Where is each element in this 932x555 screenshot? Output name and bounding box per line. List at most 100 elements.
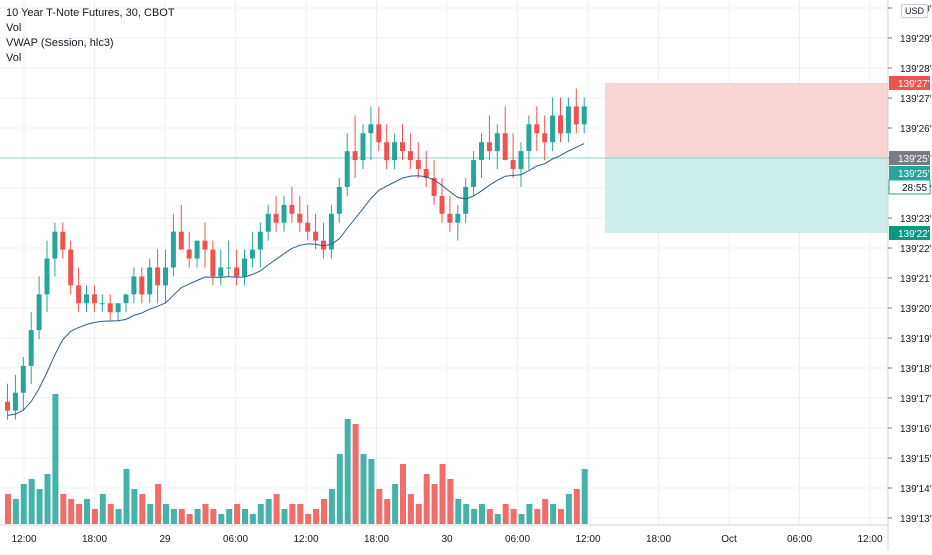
- countdown-label: 28:55: [902, 183, 927, 194]
- candle-body: [573, 106, 579, 125]
- candle-body: [321, 240, 326, 250]
- candle-body: [123, 294, 129, 304]
- volume-bar: [550, 504, 557, 524]
- candle-body: [558, 115, 563, 134]
- time-tick-label: 30: [441, 534, 453, 545]
- candle-body: [257, 231, 263, 250]
- volume-bar: [194, 509, 201, 524]
- candle-body: [5, 401, 10, 411]
- stop-price-tag-bg: [889, 76, 930, 90]
- volume-bar: [68, 499, 75, 524]
- symbol-title[interactable]: 10 Year T-Note Futures, 30, CBOT: [6, 7, 175, 19]
- candle-body: [336, 186, 342, 214]
- volume-bar: [392, 484, 399, 524]
- countdown-bg: [888, 179, 931, 195]
- candle-body: [494, 133, 500, 152]
- price-tick-label: 139'16'0: [900, 424, 932, 435]
- volume-bar: [178, 509, 185, 524]
- vwap-indicator-label[interactable]: VWAP (Session, hlc3): [6, 37, 114, 49]
- candle-body: [226, 267, 232, 269]
- price-tick-label: 139'21'0: [900, 274, 932, 285]
- candle-body: [218, 267, 224, 277]
- candle-body: [194, 240, 200, 259]
- price-tick-label: 139'17'0: [900, 394, 932, 405]
- volume-bar: [573, 489, 580, 524]
- candle-body: [60, 231, 66, 250]
- volume-bar: [265, 499, 272, 524]
- volume-bar: [249, 514, 256, 524]
- price-tick-label: 139'20'0: [900, 304, 932, 315]
- candle-body: [415, 160, 421, 170]
- candle-body: [581, 106, 587, 125]
- candle-body: [20, 365, 26, 393]
- volume-bar: [84, 499, 90, 524]
- candle-body: [534, 124, 540, 134]
- volume-bar: [170, 509, 177, 524]
- volume-bar: [44, 474, 51, 524]
- volume-bar: [479, 504, 485, 524]
- candle-body: [28, 330, 34, 366]
- candle-body: [84, 294, 89, 304]
- current-price-tag: 139'25'0: [898, 154, 932, 165]
- candle-body: [289, 204, 295, 214]
- volume-bar: [139, 494, 146, 524]
- volume-bar: [297, 504, 304, 524]
- candle-body: [147, 267, 153, 295]
- time-tick-label: Oct: [721, 534, 737, 545]
- candle-body: [384, 142, 390, 161]
- currency-badge[interactable]: USD: [900, 4, 928, 18]
- candle-body: [360, 133, 366, 161]
- volume-bar: [581, 469, 588, 524]
- volume-bar: [131, 489, 138, 524]
- volume-bar: [273, 494, 280, 524]
- volume-bar: [447, 479, 454, 524]
- volume-bar: [494, 514, 501, 524]
- volume-bar: [76, 504, 83, 524]
- time-tick-label: 18:00: [646, 534, 671, 545]
- candle-body: [12, 392, 18, 411]
- volume-bar: [210, 509, 217, 524]
- candle-body: [526, 124, 532, 152]
- candle-body: [76, 285, 82, 304]
- volume-bar: [186, 514, 193, 524]
- candle-body: [455, 213, 461, 223]
- volume-bar: [400, 464, 406, 524]
- volume-bar: [28, 479, 35, 524]
- target-price-tag-bg: [889, 226, 930, 240]
- volume-bar: [352, 424, 359, 524]
- volume-bar: [163, 504, 169, 524]
- volume-bar: [502, 504, 509, 524]
- volume-bar: [542, 499, 549, 524]
- entry-price-tag-bg: [889, 166, 930, 180]
- candle-body: [281, 204, 287, 223]
- candle-body: [407, 151, 413, 161]
- candle-body: [249, 249, 255, 259]
- candle-body: [510, 160, 516, 170]
- volume-bar: [20, 484, 27, 524]
- candle-body: [502, 133, 508, 161]
- candle-body: [344, 151, 350, 187]
- candle-body: [107, 303, 113, 313]
- price-tick-label: 139'13'0: [900, 514, 932, 525]
- candle-body: [178, 231, 184, 250]
- target-price-tag: 139'22'5: [898, 229, 932, 240]
- candle-body: [486, 142, 492, 152]
- volume-bar: [321, 499, 327, 524]
- price-tick-label: 139'26'0: [900, 124, 932, 135]
- candle-body: [202, 240, 208, 250]
- time-tick-label: 12:00: [857, 534, 882, 545]
- candle-body: [115, 303, 121, 313]
- volume-bar: [289, 504, 296, 524]
- candle-body: [99, 303, 105, 305]
- volume-indicator-label[interactable]: Vol: [6, 22, 22, 34]
- volume-bar: [12, 499, 19, 524]
- price-tick-label: 139'14'0: [900, 484, 932, 495]
- volume-bar: [431, 484, 438, 524]
- candle-body: [36, 294, 42, 331]
- candle-body: [565, 106, 571, 134]
- volume-bar: [313, 509, 320, 524]
- volume-bar: [423, 474, 430, 524]
- volume-indicator-label-2[interactable]: Vol: [6, 52, 22, 64]
